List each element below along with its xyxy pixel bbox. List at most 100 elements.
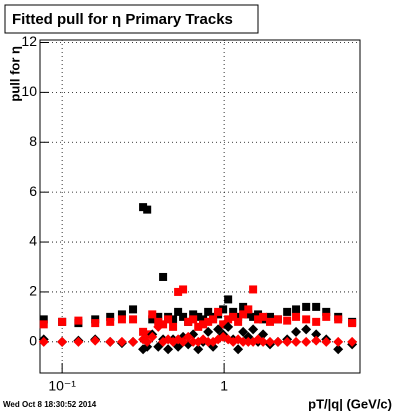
diamond-marker: [258, 336, 269, 347]
square-marker: [179, 312, 188, 321]
square-marker: [312, 302, 321, 311]
square-marker: [194, 322, 203, 331]
square-marker: [106, 312, 115, 321]
diamond-marker: [193, 344, 204, 355]
square-marker: [224, 315, 233, 324]
y-tick-label: 2: [29, 283, 37, 299]
square-marker: [254, 315, 263, 324]
diamond-marker: [347, 336, 358, 347]
square-marker: [159, 272, 168, 281]
diamond-marker: [233, 344, 244, 355]
square-marker: [129, 305, 138, 314]
square-marker: [219, 305, 228, 314]
y-tick-label: 6: [29, 183, 37, 199]
square-marker: [174, 287, 183, 296]
square-marker: [189, 310, 198, 319]
square-marker: [239, 310, 248, 319]
diamond-marker: [301, 324, 312, 335]
square-marker: [348, 319, 357, 328]
diamond-marker: [333, 344, 344, 355]
square-marker: [249, 285, 258, 294]
diamond-marker: [163, 344, 174, 355]
square-marker: [283, 316, 292, 325]
y-tick-label: 0: [29, 333, 37, 349]
square-marker: [224, 295, 233, 304]
square-marker: [229, 312, 238, 321]
diamond-marker: [142, 336, 153, 347]
square-marker: [199, 315, 208, 324]
diamond-marker: [38, 336, 49, 347]
square-marker: [214, 307, 223, 316]
square-marker: [266, 317, 275, 326]
y-tick-label: 12: [21, 33, 37, 49]
square-marker: [254, 310, 263, 319]
square-marker: [39, 315, 48, 324]
diamond-marker: [321, 336, 332, 347]
diamond-marker: [90, 335, 101, 346]
timestamp: Wed Oct 8 18:30:52 2014: [3, 400, 97, 409]
diamond-marker: [223, 321, 234, 332]
diamond-marker: [178, 336, 189, 347]
y-tick-label: 8: [29, 133, 37, 149]
square-marker: [194, 312, 203, 321]
diamond-marker: [311, 329, 322, 340]
square-marker: [154, 312, 163, 321]
square-marker: [139, 327, 148, 336]
square-marker: [143, 330, 152, 339]
y-axis-label: pull for η: [7, 46, 22, 102]
square-marker: [249, 312, 258, 321]
square-marker: [292, 305, 301, 314]
square-marker: [204, 317, 213, 326]
square-marker: [322, 312, 331, 321]
square-marker: [229, 307, 238, 316]
square-marker: [239, 302, 248, 311]
square-marker: [209, 315, 218, 324]
square-marker: [244, 305, 253, 314]
diamond-marker: [311, 335, 322, 346]
square-marker: [184, 317, 193, 326]
square-marker: [159, 320, 168, 329]
diamond-marker: [238, 336, 249, 347]
diamond-marker: [213, 324, 224, 335]
square-marker: [266, 312, 275, 321]
square-marker: [117, 310, 126, 319]
square-marker: [117, 315, 126, 324]
square-marker: [273, 315, 282, 324]
square-marker: [199, 320, 208, 329]
square-marker: [204, 307, 213, 316]
x-axis-label: pT/|q| (GeV/c): [308, 396, 392, 411]
square-marker: [234, 317, 243, 326]
diamond-marker: [153, 321, 164, 332]
diamond-marker: [57, 336, 68, 347]
diamond-marker: [282, 336, 293, 347]
chart-title: Fitted pull for η Primary Tracks: [12, 11, 233, 28]
square-marker: [148, 315, 157, 324]
diamond-marker: [238, 326, 249, 337]
diamond-marker: [73, 336, 84, 347]
square-marker: [189, 315, 198, 324]
diamond-marker: [272, 336, 283, 347]
square-marker: [39, 320, 48, 329]
y-tick-label: 10: [21, 83, 37, 99]
diamond-marker: [333, 336, 344, 347]
square-marker: [179, 285, 188, 294]
diamond-marker: [188, 336, 199, 347]
y-tick-label: 4: [29, 233, 37, 249]
square-marker: [143, 205, 152, 214]
diamond-marker: [248, 324, 259, 335]
title-box: [4, 4, 259, 34]
square-marker: [164, 315, 173, 324]
square-marker: [139, 203, 148, 212]
square-marker: [74, 316, 83, 325]
diamond-marker: [291, 326, 302, 337]
square-marker: [174, 307, 183, 316]
diamond-marker: [265, 336, 276, 347]
diamond-marker: [258, 329, 269, 340]
square-marker: [91, 319, 100, 328]
square-marker: [302, 315, 311, 324]
x-tick-label: 10⁻¹: [48, 378, 76, 394]
diamond-marker: [116, 336, 127, 347]
square-marker: [169, 322, 178, 331]
square-marker: [302, 302, 311, 311]
